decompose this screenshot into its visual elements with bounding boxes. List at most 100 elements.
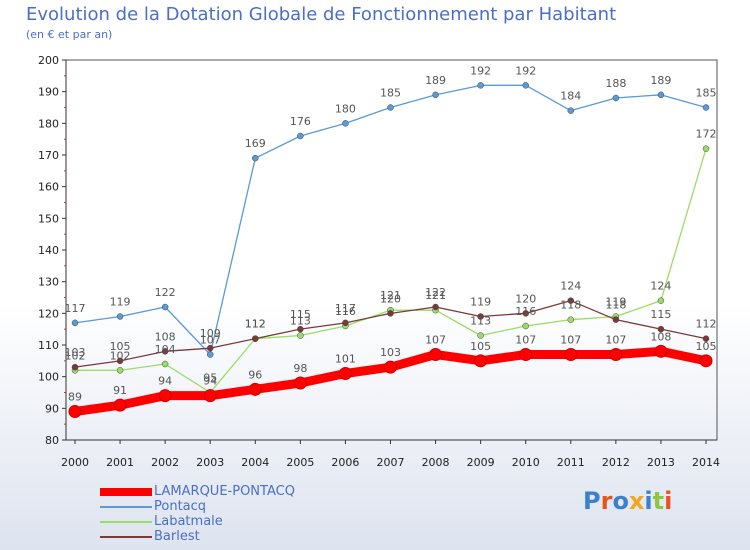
y-tick-label: 180 [38,117,59,130]
data-point [477,82,484,89]
data-label: 95 [203,372,217,385]
data-label: 108 [650,330,671,343]
data-point [158,389,172,403]
y-tick-label: 150 [38,212,59,225]
data-label: 89 [68,391,82,404]
data-point [71,363,79,371]
data-label: 102 [65,349,86,362]
data-label: 192 [515,64,536,77]
data-point [342,120,349,127]
legend-swatch [100,506,152,508]
data-point [432,303,439,311]
x-tick-label: 2002 [151,456,179,469]
y-tick-label: 100 [38,371,59,384]
data-point [338,367,352,380]
data-label: 124 [650,280,671,293]
x-tick-label: 2012 [602,456,630,469]
data-label: 176 [290,115,311,128]
proxiti-logo: Proxiti [583,487,672,515]
data-point [206,351,214,358]
legend-label: LAMARQUE-PONTACQ [154,484,295,499]
data-label: 120 [515,292,536,305]
data-point [567,107,575,114]
data-point [342,319,349,327]
data-label: 121 [425,289,446,302]
data-point [567,297,575,304]
data-label: 113 [470,315,491,328]
logo-letter: r [600,487,613,515]
data-point [252,335,259,342]
data-label: 112 [245,318,266,331]
data-point [702,335,710,342]
x-tick-label: 2007 [377,456,405,469]
data-point [113,398,127,412]
data-point [297,132,304,140]
y-tick-label: 120 [38,307,59,320]
data-point [203,389,217,403]
logo-letter: i [664,487,673,515]
y-tick-label: 170 [38,149,59,162]
data-label: 107 [425,334,446,347]
data-label: 119 [110,296,131,309]
data-point [657,325,665,333]
data-point [474,354,488,368]
data-label: 96 [248,368,262,381]
data-point [612,94,620,102]
x-tick-label: 2006 [331,456,359,469]
data-label: 103 [65,346,86,359]
data-point [519,348,533,361]
data-point [116,367,124,374]
data-label: 118 [605,299,626,312]
legend-swatch [100,488,152,496]
x-tick-label: 2000 [61,456,89,469]
data-label: 108 [155,330,176,343]
data-label: 112 [245,318,266,331]
x-tick-label: 2004 [241,456,269,469]
data-label: 113 [290,315,311,328]
logo-letter: P [583,487,601,515]
y-tick-label: 160 [38,181,59,194]
x-tick-label: 2005 [286,456,314,469]
data-label: 124 [560,280,581,293]
data-point [116,313,124,320]
data-label: 192 [470,64,491,77]
legend-swatch [100,536,152,538]
data-label: 112 [696,318,717,331]
data-point [293,376,307,390]
data-label: 107 [200,334,221,347]
series-points [68,82,713,418]
logo-letter: o [612,487,629,515]
data-label: 121 [380,289,401,302]
data-label: 172 [696,128,717,141]
data-point [206,344,214,352]
data-label: 117 [335,302,356,315]
data-label: 118 [560,299,581,312]
data-point [522,322,529,330]
data-point [387,310,394,317]
chart-subtitle: (en € et par an) [26,28,113,41]
data-label: 109 [200,327,221,340]
y-tick-label: 190 [38,86,59,99]
data-label: 101 [335,353,356,366]
data-label: 122 [425,286,446,299]
data-label: 107 [560,334,581,347]
data-label: 105 [696,340,717,353]
data-label: 189 [425,74,446,87]
y-tick-label: 90 [45,402,59,415]
x-tick-label: 2003 [196,456,224,469]
data-point [68,405,82,418]
data-point [657,91,665,99]
x-tick-label: 2013 [647,456,675,469]
data-point [71,319,79,327]
data-label: 115 [290,308,311,321]
data-point [612,316,620,323]
data-label: 185 [696,87,717,100]
data-label: 119 [605,296,626,309]
data-label: 122 [155,286,176,299]
chart-title: Evolution de la Dotation Globale de Fonc… [26,4,617,25]
line-chart: 80 90 100 110 120 130 140 150 160 170 180 190 200 200… [38,54,720,469]
data-label: 119 [470,296,491,309]
x-tick-label: 2011 [557,456,585,469]
data-point [702,145,710,152]
